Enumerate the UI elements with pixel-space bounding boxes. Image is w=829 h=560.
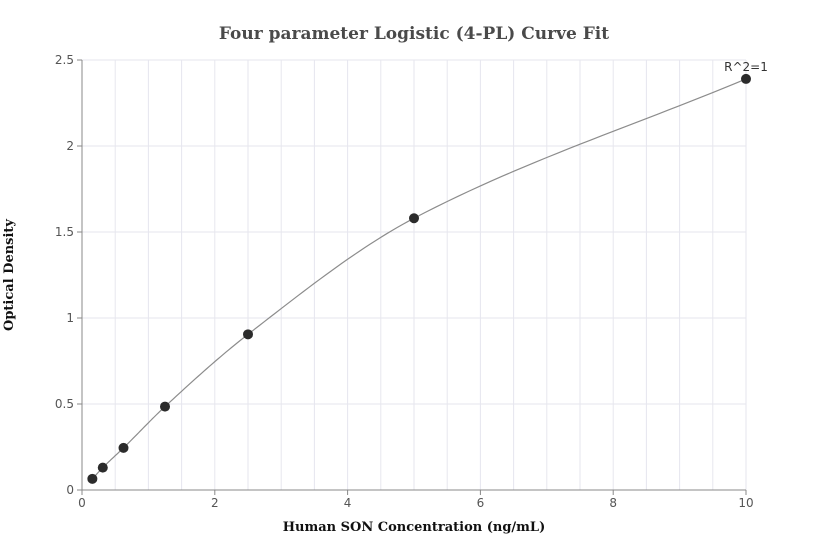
y-tick-label: 2 bbox=[66, 139, 74, 153]
y-tick-label: 0 bbox=[66, 483, 74, 497]
data-point bbox=[243, 329, 253, 340]
fit-curve-layer bbox=[91, 78, 747, 480]
x-tick-label: 8 bbox=[609, 496, 617, 510]
x-axis-label: Human SON Concentration (ng/mL) bbox=[283, 520, 545, 535]
data-points bbox=[87, 73, 751, 484]
data-point bbox=[409, 213, 419, 224]
data-point bbox=[160, 401, 170, 412]
r-squared-annotation: R^2=1 bbox=[724, 60, 768, 74]
fit-curve bbox=[91, 78, 747, 480]
chart-title: Four parameter Logistic (4-PL) Curve Fit bbox=[219, 24, 609, 44]
x-tick-label: 2 bbox=[211, 496, 219, 510]
x-tick-label: 0 bbox=[78, 496, 86, 510]
y-tick-label: 0.5 bbox=[55, 397, 74, 411]
axes: 0 2 4 6 8 10 0 0.5 1 1.5 2 2.5 bbox=[55, 53, 754, 510]
x-tick-label: 6 bbox=[477, 496, 485, 510]
data-point bbox=[741, 73, 751, 84]
data-point bbox=[118, 442, 129, 453]
x-tick-label: 10 bbox=[738, 496, 753, 510]
x-tick-label: 4 bbox=[344, 496, 352, 510]
y-tick-label: 1 bbox=[66, 311, 74, 325]
y-axis-label: Optical Density bbox=[2, 219, 17, 331]
data-point bbox=[97, 462, 108, 473]
grid bbox=[81, 59, 747, 491]
y-tick-label: 1.5 bbox=[55, 225, 74, 239]
y-tick-label: 2.5 bbox=[55, 53, 74, 67]
data-point bbox=[87, 473, 98, 484]
